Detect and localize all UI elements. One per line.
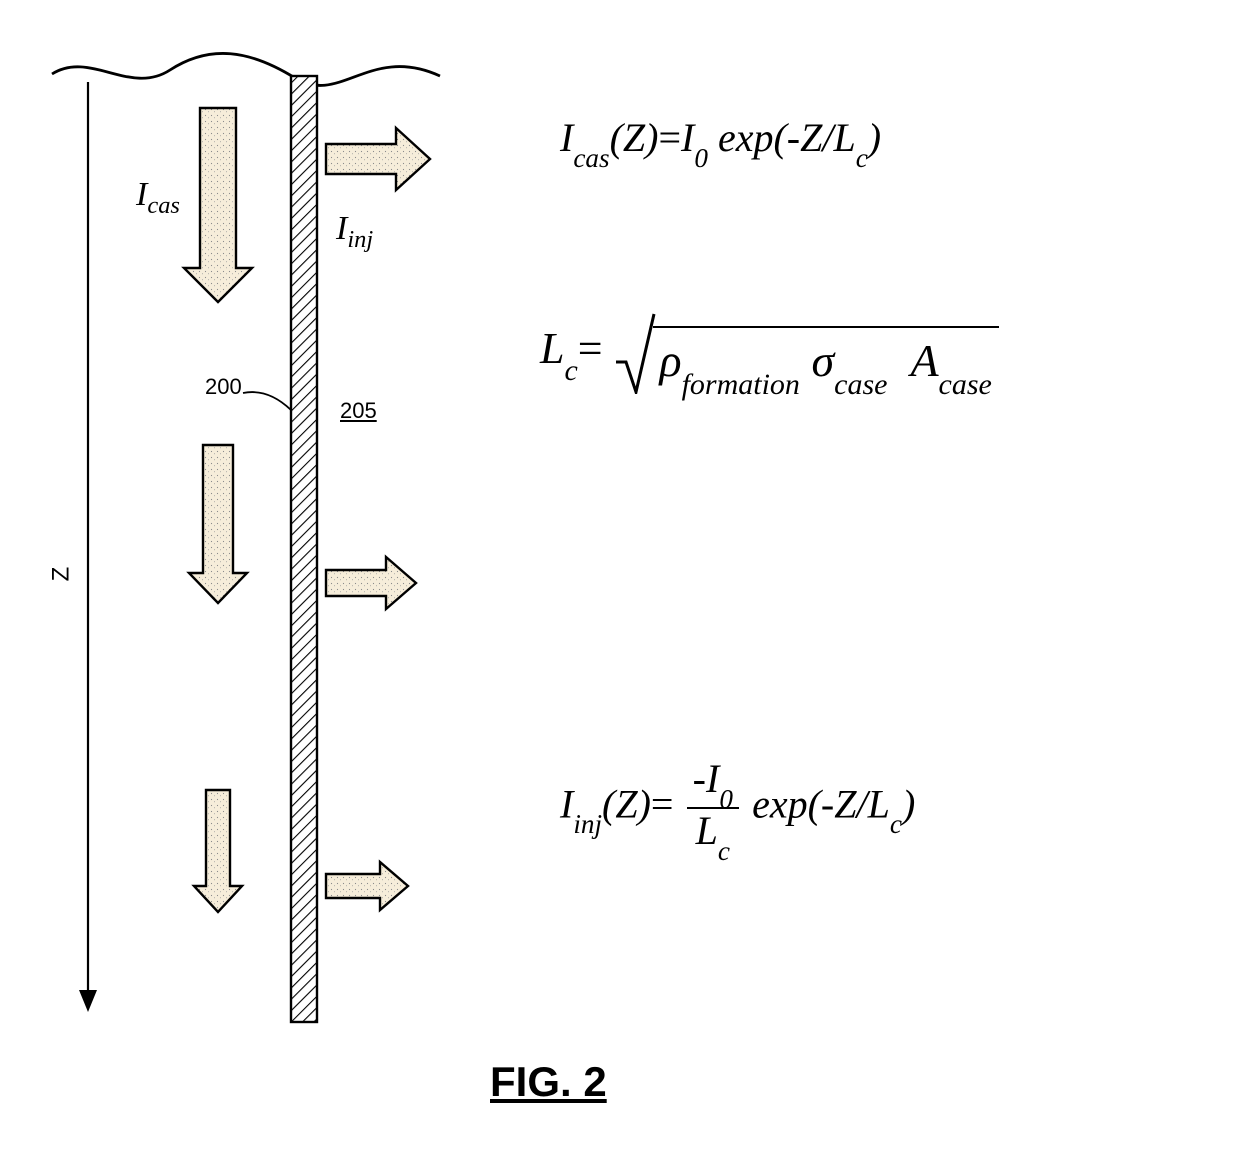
eq-icas-neg: -Z/L: [787, 115, 856, 160]
eq-iinj-close: ): [902, 782, 915, 827]
well-casing: [291, 76, 317, 1022]
diagram-canvas: [0, 0, 1240, 1157]
eq-iinj-neg: -Z/L: [821, 782, 890, 827]
eq-iinj-I: I: [560, 782, 573, 827]
eq-icas-close: ): [868, 115, 881, 160]
icas-arrows: [184, 108, 252, 912]
eq-iinj-num0: 0: [719, 784, 733, 814]
eq-lc-A-sub: case: [939, 368, 992, 401]
eq-lc-sqrt: ρformation σcase Acase: [614, 312, 999, 394]
iinj-sub: inj: [347, 226, 373, 253]
eq-iinj-eq: =: [651, 782, 674, 827]
eq-iinj-exp: exp(: [752, 782, 821, 827]
eq-iinj: Iinj(Z)= -I0 Lc exp(-Z/Lc): [560, 758, 915, 859]
icas-label: Icas: [136, 176, 180, 220]
icas-sub: cas: [147, 192, 180, 219]
eq-lc-radicand: ρformation σcase Acase: [653, 326, 999, 396]
eq-lc-eq: =: [578, 324, 603, 373]
eq-iinj-lc: c: [890, 809, 902, 839]
ref-200-leader: [243, 392, 291, 410]
radical-icon: [614, 312, 656, 394]
ref-200: 200: [205, 374, 242, 400]
eq-lc-sub: c: [564, 354, 577, 387]
eq-icas-exp: exp(: [708, 115, 787, 160]
eq-lc-rho: ρ: [659, 335, 681, 386]
eq-icas-I0: I: [681, 115, 694, 160]
eq-iinj-numI: -I: [693, 756, 720, 801]
eq-lc-sigma: σ: [811, 335, 834, 386]
eq-iinj-frac: -I0 Lc: [687, 758, 739, 859]
eq-icas-eq: =: [658, 115, 681, 160]
eq-lc-sigma-sub: case: [834, 368, 887, 401]
eq-icas-zarg: (Z): [610, 115, 659, 160]
eq-lc-L: L: [540, 324, 564, 373]
eq-lc-rho-sub: formation: [682, 368, 800, 401]
eq-iinj-denL: L: [696, 808, 718, 853]
z-axis-arrow: [79, 82, 97, 1012]
eq-icas-sub: cas: [573, 143, 609, 173]
iinj-label: Iinj: [336, 210, 373, 254]
eq-icas: Icas(Z)=I0 exp(-Z/Lc): [560, 114, 881, 167]
eq-lc-A: A: [910, 335, 938, 386]
eq-icas-I: I: [560, 115, 573, 160]
z-axis-label: Z: [47, 567, 75, 582]
iinj-I: I: [336, 210, 347, 247]
eq-iinj-sub: inj: [573, 809, 602, 839]
ref-205: 205: [340, 398, 377, 424]
ground-surface: [52, 53, 440, 85]
eq-lc: Lc= ρformation σcase Acase: [540, 312, 999, 394]
eq-icas-sub0: 0: [694, 143, 708, 173]
eq-icas-lc: c: [856, 143, 868, 173]
eq-iinj-zarg: (Z): [602, 782, 651, 827]
icas-I: I: [136, 176, 147, 213]
figure-label: FIG. 2: [490, 1058, 607, 1106]
eq-iinj-denc: c: [718, 836, 730, 866]
